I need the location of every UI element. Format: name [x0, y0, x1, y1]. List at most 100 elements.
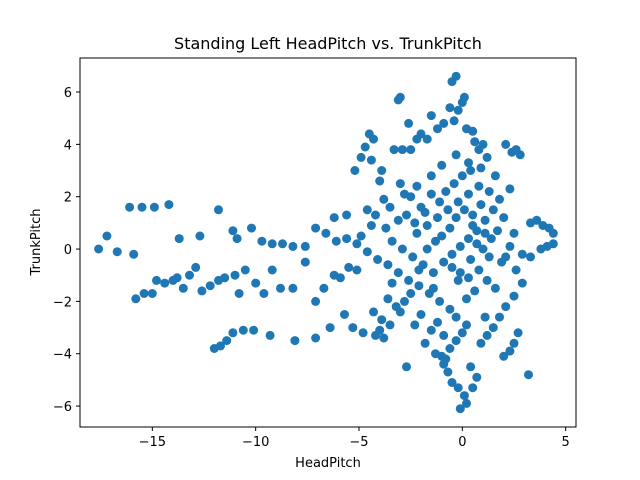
data-point [464, 234, 473, 244]
data-point [437, 231, 447, 241]
data-point [329, 213, 339, 223]
data-point [362, 205, 372, 215]
data-point [342, 210, 352, 220]
data-point [220, 273, 230, 283]
data-point [455, 268, 465, 278]
data-point [139, 289, 149, 298]
data-point [112, 247, 122, 257]
data-point [391, 302, 401, 312]
data-point [383, 294, 393, 304]
data-point [524, 370, 533, 380]
data-point [311, 223, 321, 233]
data-point [462, 294, 471, 304]
data-point [455, 241, 465, 251]
y-tick-label: 6 [64, 86, 72, 101]
data-point [457, 171, 467, 181]
data-point [476, 163, 486, 173]
data-point [420, 338, 430, 348]
data-point [383, 260, 393, 270]
data-point [451, 336, 461, 346]
data-point [387, 236, 397, 246]
data-point [428, 268, 438, 278]
data-point [509, 291, 519, 301]
data-point [466, 166, 476, 175]
data-point [377, 315, 387, 325]
data-point [172, 273, 182, 283]
data-point [501, 139, 511, 149]
data-point [352, 265, 362, 275]
data-point [228, 328, 238, 338]
data-point [426, 171, 436, 181]
data-point [451, 312, 461, 322]
data-point [234, 289, 244, 298]
y-axis-label: TrunkPitch [29, 208, 44, 276]
data-point [480, 215, 490, 225]
data-point [480, 312, 490, 322]
data-point [478, 244, 488, 254]
data-point [488, 205, 498, 215]
data-point [129, 249, 139, 259]
data-point [470, 137, 480, 147]
data-point [488, 323, 498, 333]
data-point [360, 142, 370, 152]
data-point [462, 124, 471, 134]
data-point [486, 234, 496, 244]
data-point [482, 330, 492, 340]
x-axis-ticks: −15 −10 −5 0 5 [139, 427, 570, 450]
data-point [94, 244, 104, 254]
data-point [505, 346, 515, 356]
data-point [455, 404, 465, 414]
data-point [404, 118, 414, 128]
data-point [288, 241, 298, 251]
data-point [445, 103, 455, 113]
data-point [416, 202, 426, 212]
data-point [468, 383, 478, 393]
data-point [433, 213, 442, 223]
data-point [439, 330, 449, 340]
data-point [428, 283, 438, 293]
data-point [228, 226, 238, 236]
data-point [480, 228, 490, 238]
x-axis-label: HeadPitch [295, 456, 361, 471]
data-point [197, 286, 207, 296]
data-point [348, 323, 358, 333]
data-point [406, 289, 416, 298]
x-tick-label: −15 [139, 435, 166, 450]
data-point [532, 215, 542, 225]
data-point [426, 111, 436, 121]
data-point [439, 257, 449, 267]
y-tick-label: 4 [64, 138, 72, 153]
data-point [526, 252, 535, 262]
data-point [474, 181, 484, 191]
data-point [476, 338, 486, 348]
data-point [517, 278, 527, 288]
data-point [404, 275, 414, 285]
data-point [484, 187, 494, 196]
data-point [468, 210, 478, 220]
data-point [426, 325, 436, 335]
data-point [505, 241, 515, 251]
y-tick-label: −6 [53, 400, 72, 415]
data-point [164, 200, 174, 210]
data-point [393, 268, 403, 278]
data-point [453, 383, 463, 393]
data-point [321, 228, 331, 238]
data-point [511, 265, 521, 275]
data-point [350, 166, 360, 175]
data-point [387, 278, 397, 288]
data-point [499, 351, 509, 361]
x-tick-label: −10 [242, 435, 269, 450]
data-point [232, 234, 242, 244]
data-point [393, 215, 403, 225]
data-point [468, 221, 478, 230]
data-point [278, 239, 287, 249]
data-point [331, 236, 341, 246]
data-point [267, 239, 277, 249]
data-point [426, 189, 436, 199]
data-point [102, 231, 112, 241]
data-point [416, 310, 426, 319]
data-point [356, 152, 366, 162]
data-point [482, 152, 492, 162]
data-point [422, 221, 432, 230]
